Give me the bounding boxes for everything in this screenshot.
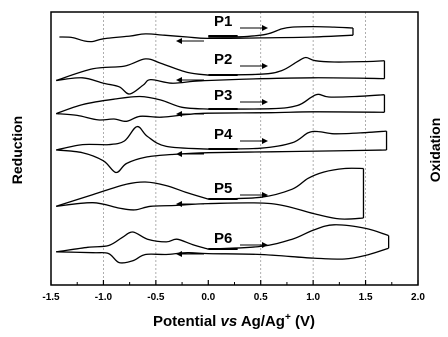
forward-arrow-head xyxy=(262,242,268,248)
curve-label: P3 xyxy=(214,87,232,104)
series-line xyxy=(208,93,385,110)
x-axis: -1.5 -1.0 -0.5 0.0 0.5 1.0 1.5 2.0 xyxy=(42,280,425,303)
series-p1: P1 xyxy=(59,13,354,44)
oxidation-label: Oxidation xyxy=(427,118,443,183)
series-p3: P3 xyxy=(55,87,386,122)
curve-label: P1 xyxy=(214,13,232,30)
series-line xyxy=(208,224,389,250)
x-tick-label: -0.5 xyxy=(147,292,165,303)
x-tick-label: 1.5 xyxy=(359,292,373,303)
series-line xyxy=(56,181,209,207)
x-tick-label: 0.0 xyxy=(201,292,215,303)
series-line xyxy=(56,149,387,174)
series-p6: P6 xyxy=(56,224,390,264)
forward-arrow-head xyxy=(262,192,268,198)
forward-arrow-head xyxy=(262,138,268,144)
series-line xyxy=(55,95,209,115)
series-line xyxy=(208,56,385,76)
forward-arrow-head xyxy=(262,99,268,105)
series-line xyxy=(56,231,209,253)
x-tick-label: 0.5 xyxy=(254,292,268,303)
series-p5: P5 xyxy=(56,167,365,220)
series-line xyxy=(56,202,364,220)
reverse-arrow-head xyxy=(176,77,182,83)
reverse-arrow-head xyxy=(176,201,182,207)
series-line xyxy=(56,125,209,151)
curve-label: P5 xyxy=(214,180,232,197)
series-line xyxy=(56,111,385,122)
reverse-arrow-head xyxy=(176,111,182,117)
curve-label: P6 xyxy=(214,230,232,247)
reverse-arrow-head xyxy=(176,38,182,44)
forward-arrow-head xyxy=(262,63,268,69)
x-tick-label: -1.5 xyxy=(42,292,60,303)
series-line xyxy=(208,167,364,200)
series-line xyxy=(56,247,389,264)
curve-label: P4 xyxy=(214,126,233,143)
x-tick-label: 2.0 xyxy=(411,292,425,303)
series-line xyxy=(56,77,385,95)
x-axis-title: Potential vs Ag/Ag+ (V) xyxy=(153,312,315,330)
x-tick-label: -1.0 xyxy=(95,292,113,303)
reverse-arrow-head xyxy=(176,151,182,157)
series-line xyxy=(59,33,354,43)
reverse-arrow-head xyxy=(176,251,182,257)
forward-arrow-head xyxy=(262,25,268,31)
series-p2: P2 xyxy=(56,51,386,95)
x-tick-label: 1.0 xyxy=(306,292,320,303)
series-p4: P4 xyxy=(56,125,388,174)
series-line xyxy=(208,25,354,38)
series-line xyxy=(208,130,387,150)
curve-label: P2 xyxy=(214,51,232,68)
curves: P1 P2 P3 P4 P5 P6 xyxy=(55,13,390,264)
series-line xyxy=(56,58,209,82)
reduction-label: Reduction xyxy=(9,116,25,184)
